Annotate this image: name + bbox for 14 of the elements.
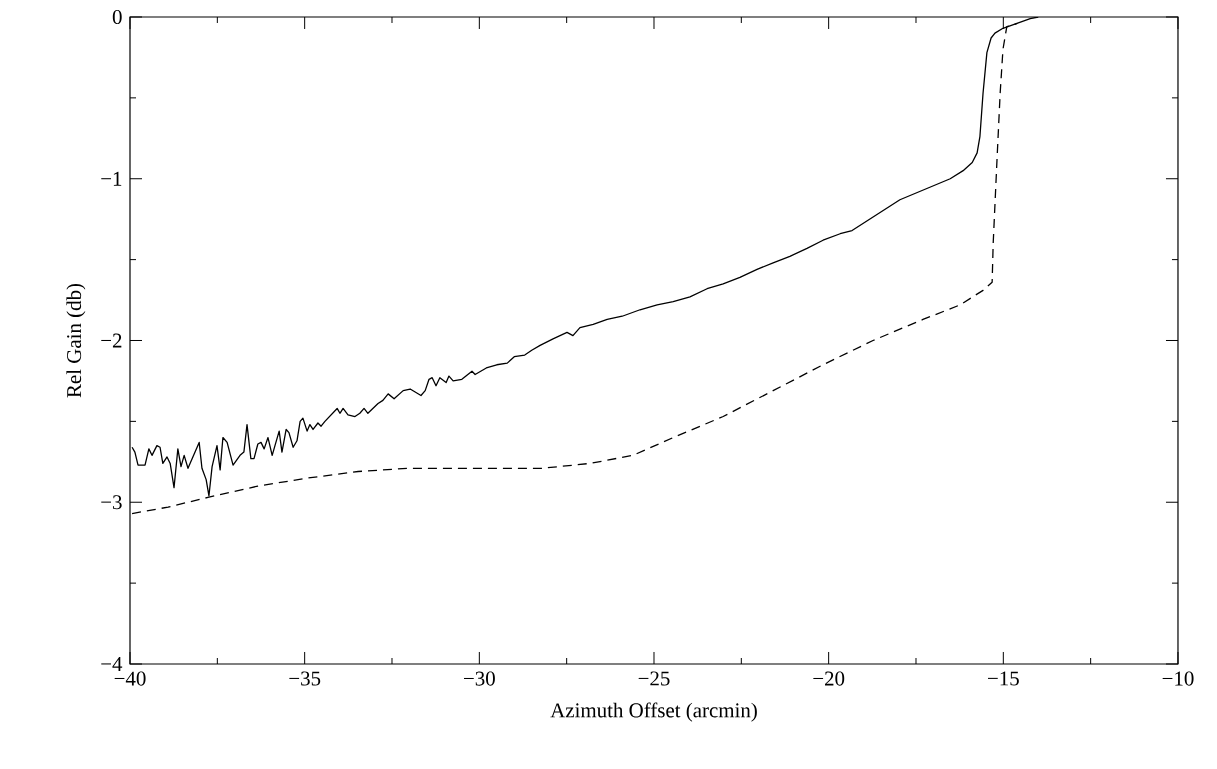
x-tick-label: −35 — [289, 671, 321, 686]
y-tick-label: −1 — [101, 171, 122, 186]
x-axis-title: Azimuth Offset (arcmin) — [550, 702, 757, 722]
y-tick-label: −2 — [101, 333, 122, 348]
x-tick-label: −25 — [638, 671, 670, 686]
x-tick-label: −20 — [813, 671, 845, 686]
y-tick-label: 0 — [112, 9, 122, 25]
y-tick-label: −3 — [101, 495, 122, 510]
y-axis-title: Rel Gain (db) — [66, 283, 86, 398]
x-tick-label: −10 — [1162, 671, 1194, 686]
x-tick-label: −40 — [114, 671, 146, 686]
y-tick-label: −4 — [101, 657, 123, 671]
x-tick-label: −30 — [464, 671, 495, 686]
x-tick-label: −15 — [988, 671, 1019, 686]
